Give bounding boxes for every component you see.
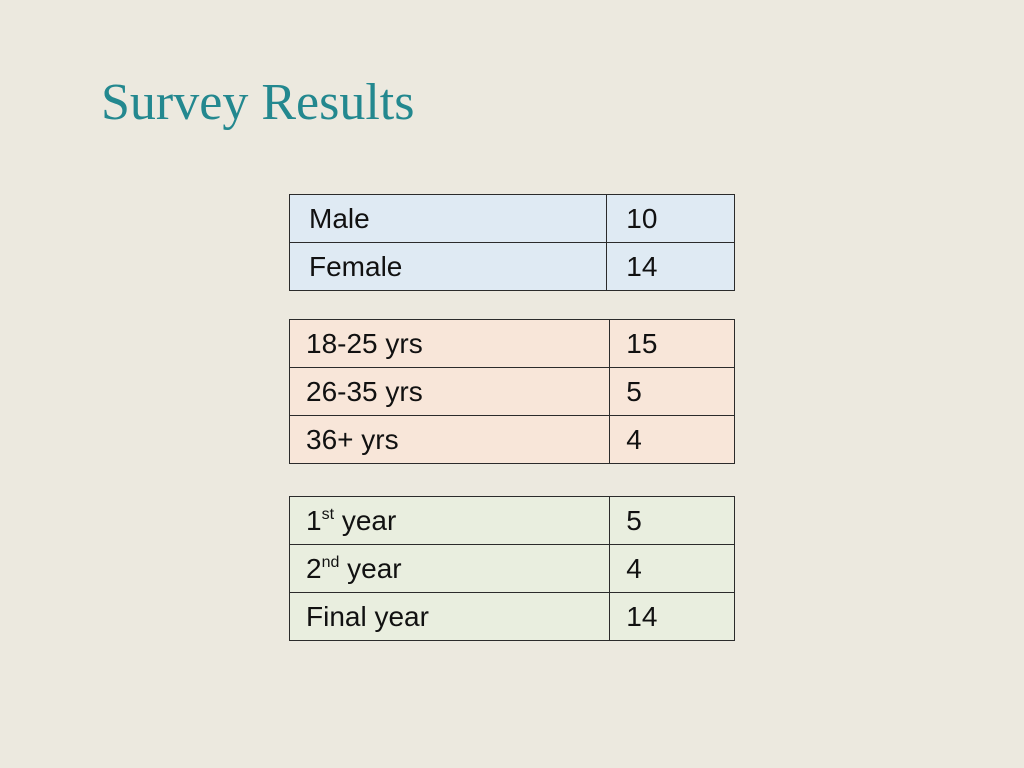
table-row: Final year 14 xyxy=(288,592,735,641)
year-value-first: 5 xyxy=(609,496,735,545)
age-value-36-plus: 4 xyxy=(609,415,735,464)
table-row: 36+ yrs 4 xyxy=(288,415,735,464)
age-table: 18-25 yrs 15 26-35 yrs 5 36+ yrs 4 xyxy=(288,319,735,464)
gender-label-male: Male xyxy=(288,194,608,243)
gender-table: Male 10 Female 14 xyxy=(288,194,735,291)
year-value-second: 4 xyxy=(609,544,735,593)
year-table: 1st year 5 2nd year 4 Final year 14 xyxy=(288,496,735,641)
age-value-26-35: 5 xyxy=(609,367,735,416)
year-value-final: 14 xyxy=(609,592,735,641)
year-word: year xyxy=(341,504,397,536)
year-number: 2 xyxy=(306,552,322,584)
ordinal-suffix: nd xyxy=(321,553,340,571)
year-number: 1 xyxy=(306,504,322,536)
age-value-18-25: 15 xyxy=(609,319,735,368)
table-row: 2nd year 4 xyxy=(288,544,735,593)
table-row: Female 14 xyxy=(288,242,735,291)
age-label-36-plus: 36+ yrs xyxy=(288,415,611,464)
slide-title: Survey Results xyxy=(101,74,415,131)
gender-value-male: 10 xyxy=(606,194,735,243)
year-word: year xyxy=(347,552,402,584)
gender-value-female: 14 xyxy=(606,242,735,291)
gender-label-female: Female xyxy=(288,242,608,291)
table-row: 1st year 5 xyxy=(288,496,735,545)
age-label-26-35: 26-35 yrs xyxy=(288,367,611,416)
table-row: 26-35 yrs 5 xyxy=(288,367,735,416)
table-row: 18-25 yrs 15 xyxy=(288,319,735,368)
age-label-18-25: 18-25 yrs xyxy=(288,319,611,368)
year-label-first: 1st year xyxy=(288,496,611,545)
ordinal-suffix: st xyxy=(321,505,335,523)
year-label-final: Final year xyxy=(288,592,611,641)
year-label-second: 2nd year xyxy=(288,544,611,593)
table-row: Male 10 xyxy=(288,194,735,243)
